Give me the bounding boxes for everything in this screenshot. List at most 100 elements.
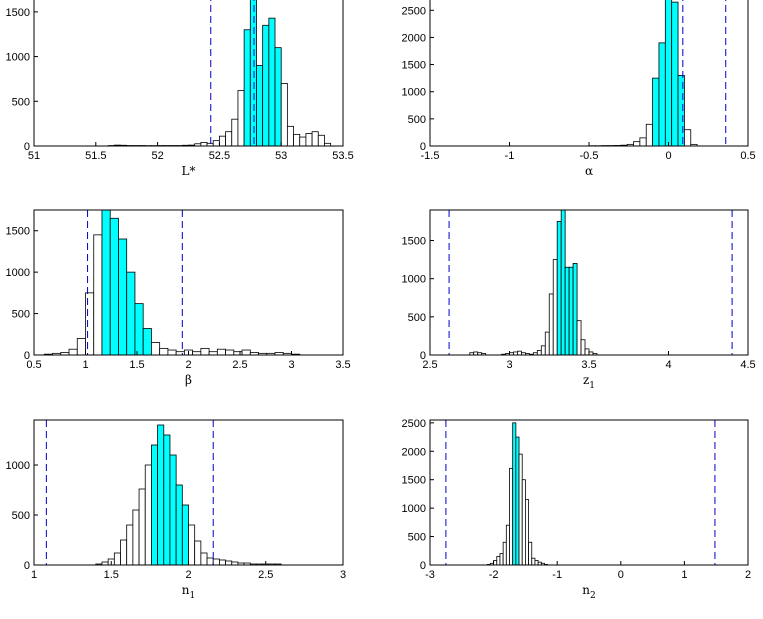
y-tick-label: 500 bbox=[12, 510, 30, 522]
histogram-bar bbox=[280, 83, 288, 147]
x-tick-label: 53.5 bbox=[332, 150, 353, 162]
x-tick-label: 0 bbox=[618, 569, 624, 581]
y-tick-label: 500 bbox=[12, 96, 30, 108]
y-ticks: 0 500 1000 1500 2000 2500 bbox=[402, 418, 434, 572]
x-tick-label: 0.5 bbox=[26, 359, 41, 371]
bounds bbox=[210, 0, 255, 146]
y-ticks: 0 500 1000 1500 bbox=[6, 226, 38, 362]
histogram-bar bbox=[536, 350, 542, 356]
histogram-bar bbox=[509, 467, 514, 566]
x-tick-label: -0.5 bbox=[580, 150, 599, 162]
histogram-bar bbox=[556, 221, 562, 356]
y-ticks: 0 500 1000 bbox=[6, 460, 38, 572]
histogram-bar bbox=[534, 560, 539, 566]
x-tick-label: 4 bbox=[665, 359, 671, 371]
histogram-bar bbox=[645, 123, 653, 147]
bars bbox=[588, 0, 698, 147]
x-tick-label: 2 bbox=[745, 569, 751, 581]
x-tick-label: 3 bbox=[288, 359, 294, 371]
x-axis-label: n2 bbox=[582, 583, 595, 601]
x-tick-label: 1.5 bbox=[129, 359, 144, 371]
histogram-bar bbox=[231, 118, 239, 147]
histogram-bar bbox=[76, 338, 86, 356]
histogram-bar bbox=[216, 348, 226, 356]
histogram-bar bbox=[652, 77, 660, 147]
y-tick-label: 1000 bbox=[402, 87, 426, 99]
x-tick-label: 0 bbox=[665, 150, 671, 162]
histogram-bar bbox=[525, 499, 529, 566]
y-tick-label: 500 bbox=[408, 114, 426, 126]
histogram-bar bbox=[512, 422, 517, 566]
histogram-bar bbox=[502, 541, 507, 566]
y-tick-label: 1500 bbox=[402, 236, 426, 248]
histogram-bar bbox=[194, 540, 202, 566]
x-tick-label: 2 bbox=[185, 569, 191, 581]
histogram-bar bbox=[241, 349, 251, 356]
bounds bbox=[445, 420, 716, 565]
panel-L-star: 51 51.5 52 52.5 53 53.5 0 500 1000 1500 L* bbox=[6, 0, 354, 178]
x-tick-label: 1 bbox=[82, 359, 88, 371]
x-tick-label: 2.5 bbox=[232, 359, 247, 371]
histogram-bar bbox=[540, 345, 546, 356]
histogram-bar bbox=[120, 539, 128, 566]
bounds bbox=[45, 420, 214, 565]
panel-alpha: -1.5 -1 -0.5 0 0.5 0 500 1000 1500 2000 2500 α bbox=[402, 0, 756, 178]
x-tick-label: -2 bbox=[489, 569, 499, 581]
histogram-bar bbox=[576, 320, 582, 356]
y-tick-label: 1000 bbox=[402, 274, 426, 286]
x-tick-label: -1 bbox=[505, 150, 515, 162]
x-axis-label: n1 bbox=[182, 583, 195, 601]
bounds bbox=[87, 210, 183, 355]
histogram-bar bbox=[159, 347, 169, 356]
histogram-bar bbox=[249, 0, 257, 147]
x-tick-label: 2.5 bbox=[422, 359, 437, 371]
x-tick-label: -3 bbox=[425, 569, 435, 581]
histogram-bar bbox=[286, 125, 294, 147]
axes-frame bbox=[429, 419, 749, 566]
histogram-bar bbox=[568, 266, 574, 356]
y-tick-label: 1000 bbox=[6, 52, 30, 64]
y-tick-label: 1500 bbox=[402, 60, 426, 72]
histogram-bar bbox=[521, 479, 526, 566]
y-tick-label: 0 bbox=[420, 350, 426, 362]
histogram-bar bbox=[544, 331, 550, 356]
histogram-bar bbox=[212, 140, 220, 147]
histogram-bar bbox=[243, 29, 251, 147]
histogram-bar bbox=[132, 509, 140, 566]
y-tick-label: 500 bbox=[408, 312, 426, 324]
histogram-bar bbox=[496, 556, 501, 566]
histogram-bar bbox=[311, 131, 319, 147]
histogram-bar bbox=[317, 134, 325, 147]
histogram-bar bbox=[658, 42, 666, 147]
histogram-bar bbox=[151, 342, 161, 356]
y-tick-label: 2000 bbox=[402, 446, 426, 458]
x-ticks: 1 1.5 2 2.5 3 bbox=[31, 561, 346, 581]
x-tick-label: 2 bbox=[185, 359, 191, 371]
histogram-bar bbox=[584, 348, 590, 356]
histogram-bar bbox=[505, 524, 510, 566]
x-tick-label: 0.5 bbox=[740, 150, 755, 162]
y-tick-label: 1000 bbox=[402, 503, 426, 515]
histogram-bar bbox=[126, 271, 136, 356]
histogram-bar bbox=[85, 292, 95, 356]
histogram-bar bbox=[151, 444, 158, 566]
histogram-bar bbox=[531, 557, 536, 566]
histogram-bar bbox=[684, 129, 692, 147]
histogram-bar bbox=[671, 1, 679, 147]
y-tick-label: 2500 bbox=[402, 418, 426, 430]
x-tick-label: 51.5 bbox=[85, 150, 106, 162]
histogram-bar bbox=[633, 141, 641, 147]
x-ticks: -1.5 -1 -0.5 0 0.5 bbox=[421, 142, 756, 162]
histogram-bar bbox=[206, 557, 214, 566]
x-tick-label: -1.5 bbox=[421, 150, 440, 162]
bars bbox=[95, 424, 282, 566]
histogram-bar bbox=[212, 558, 220, 566]
x-tick-label: 52.5 bbox=[209, 150, 230, 162]
histogram-bar bbox=[299, 136, 307, 147]
histogram-bar bbox=[518, 453, 523, 566]
x-tick-label: 3 bbox=[506, 359, 512, 371]
panel-n1: 1 1.5 2 2.5 3 0 500 1000 n1 bbox=[6, 419, 346, 601]
histogram-bar bbox=[101, 209, 111, 356]
y-tick-label: 1000 bbox=[6, 460, 30, 472]
